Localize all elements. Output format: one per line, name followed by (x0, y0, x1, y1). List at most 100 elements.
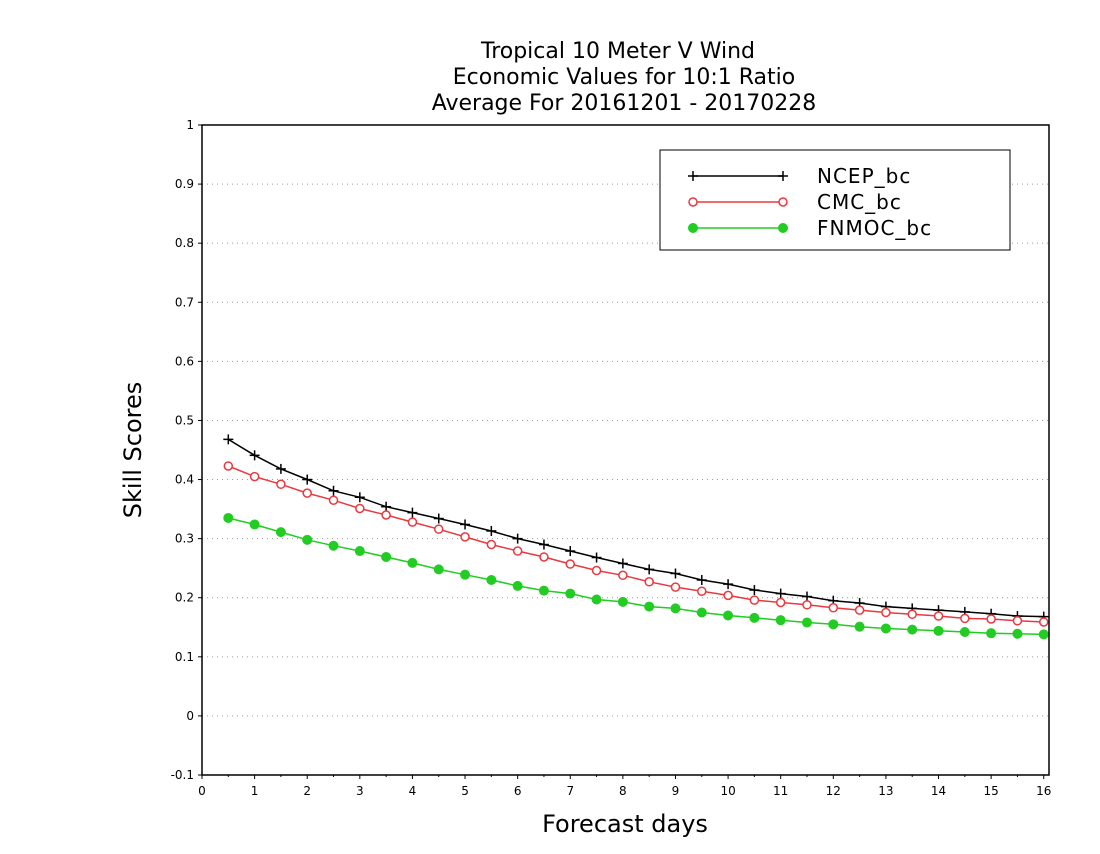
data-point-ncep-bc (538, 539, 549, 550)
data-point-ncep-bc (723, 579, 734, 590)
series-layer (223, 434, 1049, 640)
data-point-fnmoc-bc (644, 601, 655, 612)
legend-label: NCEP_bc (817, 164, 911, 188)
title-line-3: Average For 20161201 - 20170228 (432, 91, 817, 116)
data-point-fnmoc-bc (959, 627, 970, 637)
data-point-cmc-bc (907, 609, 917, 620)
series-ncep-bc (223, 434, 1049, 622)
data-point-ncep-bc (565, 546, 576, 557)
data-point-cmc-bc (828, 603, 839, 613)
data-point-ncep-bc (512, 533, 523, 544)
data-point-cmc-bc (539, 552, 549, 562)
data-point-fnmoc-bc (670, 603, 681, 614)
x-tick-label: 12 (826, 784, 841, 798)
data-point-fnmoc-bc (775, 615, 786, 626)
data-point-ncep-bc (302, 474, 313, 485)
legend-label: FNMOC_bc (817, 216, 932, 240)
data-point-fnmoc-bc (880, 623, 891, 634)
data-point-ncep-bc (670, 568, 681, 579)
title-line-2: Economic Values for 10:1 Ratio (453, 65, 795, 90)
series-line-fnmoc-bc (228, 517, 1044, 636)
data-point-ncep-bc (644, 564, 655, 575)
y-axis-title: Skill Scores (119, 382, 147, 519)
data-point-fnmoc-bc (538, 585, 549, 596)
y-tick-label: 0.3 (175, 532, 194, 546)
data-point-fnmoc-bc (749, 612, 760, 623)
data-point-fnmoc-bc (591, 594, 602, 605)
y-tick-label: -0.1 (171, 768, 194, 782)
data-point-fnmoc-bc (486, 575, 497, 585)
x-tick-label: 0 (198, 784, 206, 798)
legend-label: CMC_bc (817, 190, 902, 214)
data-point-fnmoc-bc (328, 540, 339, 551)
data-point-ncep-bc (249, 450, 260, 461)
data-point-cmc-bc (723, 590, 733, 601)
data-point-cmc-bc (565, 559, 576, 569)
data-point-cmc-bc (960, 613, 970, 624)
data-point-ncep-bc (223, 434, 234, 445)
series-line-ncep-bc (227, 438, 1044, 618)
data-point-fnmoc-bc (433, 564, 444, 575)
plot-area-border (201, 124, 1050, 776)
data-point-ncep-bc (775, 588, 786, 599)
data-point-fnmoc-bc (249, 519, 260, 530)
data-point-fnmoc-bc (802, 617, 812, 628)
data-point-fnmoc-bc (512, 580, 523, 591)
data-point-cmc-bc (381, 510, 391, 520)
data-point-fnmoc-bc (302, 534, 313, 545)
y-tick-label: 0.8 (175, 236, 194, 250)
data-point-cmc-bc (881, 607, 891, 618)
x-tick-label: 5 (461, 784, 469, 798)
data-point-cmc-bc (223, 461, 234, 471)
grid-lines (202, 183, 1049, 717)
data-point-fnmoc-bc (986, 628, 997, 639)
data-point-fnmoc-bc (1038, 629, 1049, 640)
data-point-cmc-bc (486, 539, 497, 550)
x-tick-label: 11 (773, 784, 788, 798)
data-point-fnmoc-bc (933, 625, 944, 636)
data-point-cmc-bc (670, 582, 681, 592)
x-tick-label: 1 (251, 784, 259, 798)
x-tick-label: 14 (931, 784, 946, 798)
legend-marker (688, 223, 698, 233)
legend-marker (688, 197, 698, 207)
data-point-fnmoc-bc (854, 621, 865, 632)
legend-marker (778, 223, 788, 233)
y-tick-label: 0.2 (175, 591, 194, 605)
legend-marker (778, 171, 788, 181)
data-point-cmc-bc (749, 595, 760, 605)
x-tick-label: 4 (409, 784, 417, 798)
title-line-1: Tropical 10 Meter V Wind (480, 39, 755, 64)
legend-box (659, 149, 1011, 251)
x-tick-label: 13 (878, 784, 893, 798)
legend-marker (778, 197, 788, 207)
data-point-cmc-bc (618, 570, 628, 581)
legend-item-cmc-bc: CMC_bc (688, 190, 902, 214)
x-tick-label: 2 (303, 784, 311, 798)
x-axis-title: Forecast days (542, 810, 708, 838)
x-tick-label: 16 (1036, 784, 1051, 798)
y-tick-label: 0.5 (175, 413, 194, 427)
data-point-ncep-bc (275, 463, 286, 474)
series-cmc-bc (223, 461, 1049, 627)
data-point-cmc-bc (1038, 617, 1049, 627)
data-point-cmc-bc (302, 488, 312, 498)
data-point-ncep-bc (460, 519, 471, 530)
data-point-ncep-bc (381, 501, 392, 512)
data-point-fnmoc-bc (1012, 628, 1023, 639)
series-fnmoc-bc (223, 512, 1049, 640)
y-tick-label: 0.7 (175, 295, 194, 309)
x-tick-label: 3 (356, 784, 364, 798)
data-point-ncep-bc (617, 558, 628, 569)
legend-item-ncep-bc: NCEP_bc (688, 164, 911, 188)
y-tick-label: 0 (186, 709, 194, 723)
data-point-fnmoc-bc (565, 588, 576, 599)
legend-item-fnmoc-bc: FNMOC_bc (688, 216, 932, 240)
series-line-cmc-bc (228, 465, 1044, 623)
data-point-cmc-bc (512, 546, 523, 556)
data-point-cmc-bc (775, 597, 786, 608)
chart-title: Tropical 10 Meter V Wind Economic Values… (432, 39, 817, 116)
